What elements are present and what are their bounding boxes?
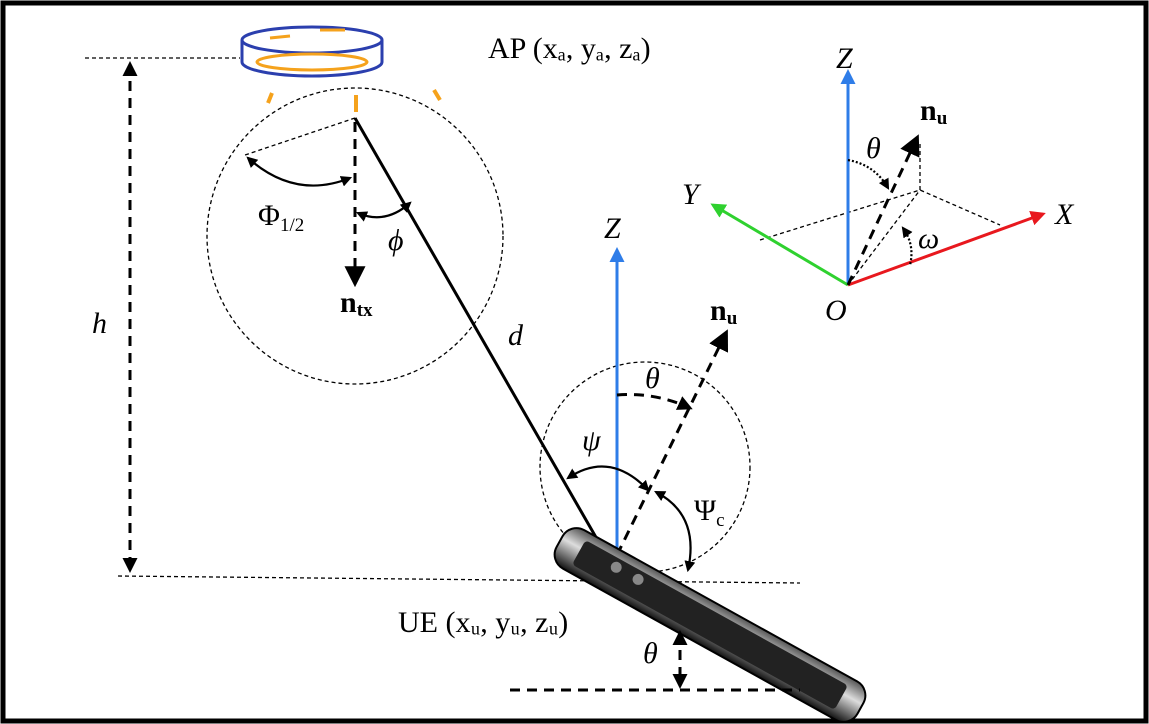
half-angle-arc [248,158,350,186]
theta-ue-label: θ [645,362,660,395]
x-axes-label: X [1054,198,1075,231]
beam-circle [207,88,503,384]
h-label: h [92,307,107,340]
ue-label: UE (xᵤ, yᵤ, zᵤ) [398,606,568,639]
psi-arc [568,466,648,490]
diagram: AP (xₐ, yₐ, zₐ) h ntx Φ1/2 ϕ d Z nu θ ψ … [0,0,1149,724]
psic-arc [656,492,691,570]
frame [3,3,1146,721]
half-angle-ray [245,118,355,155]
z-axes-label: Z [836,42,853,75]
psi-label: ψ [582,424,602,457]
phi-arc [358,203,410,217]
floor-ref [118,576,800,583]
theta-ue-arc [617,395,690,408]
phone [549,522,871,724]
d-label: d [508,319,524,352]
x-axis [848,214,1043,285]
nu-ue-label: nu [710,294,738,329]
phi-label: ϕ [388,224,404,257]
access-point [242,27,440,112]
ap-label: AP (xₐ, yₐ, zₐ) [488,32,651,65]
omega-label: ω [918,222,939,255]
theta-axes-label: θ [866,132,881,165]
phi-half-label: Φ1/2 [258,199,304,236]
theta-tilt-label: θ [643,637,658,670]
z-ue-label: Z [604,212,621,245]
psic-label: Ψc [694,494,725,531]
nu-axes-label: nu [920,94,948,129]
y-axis [713,205,848,285]
y-axes-label: Y [682,178,702,211]
o-axes-label: O [825,294,847,327]
omega-arc [903,228,911,265]
ntx-label: ntx [340,286,373,321]
los-line [355,118,605,553]
